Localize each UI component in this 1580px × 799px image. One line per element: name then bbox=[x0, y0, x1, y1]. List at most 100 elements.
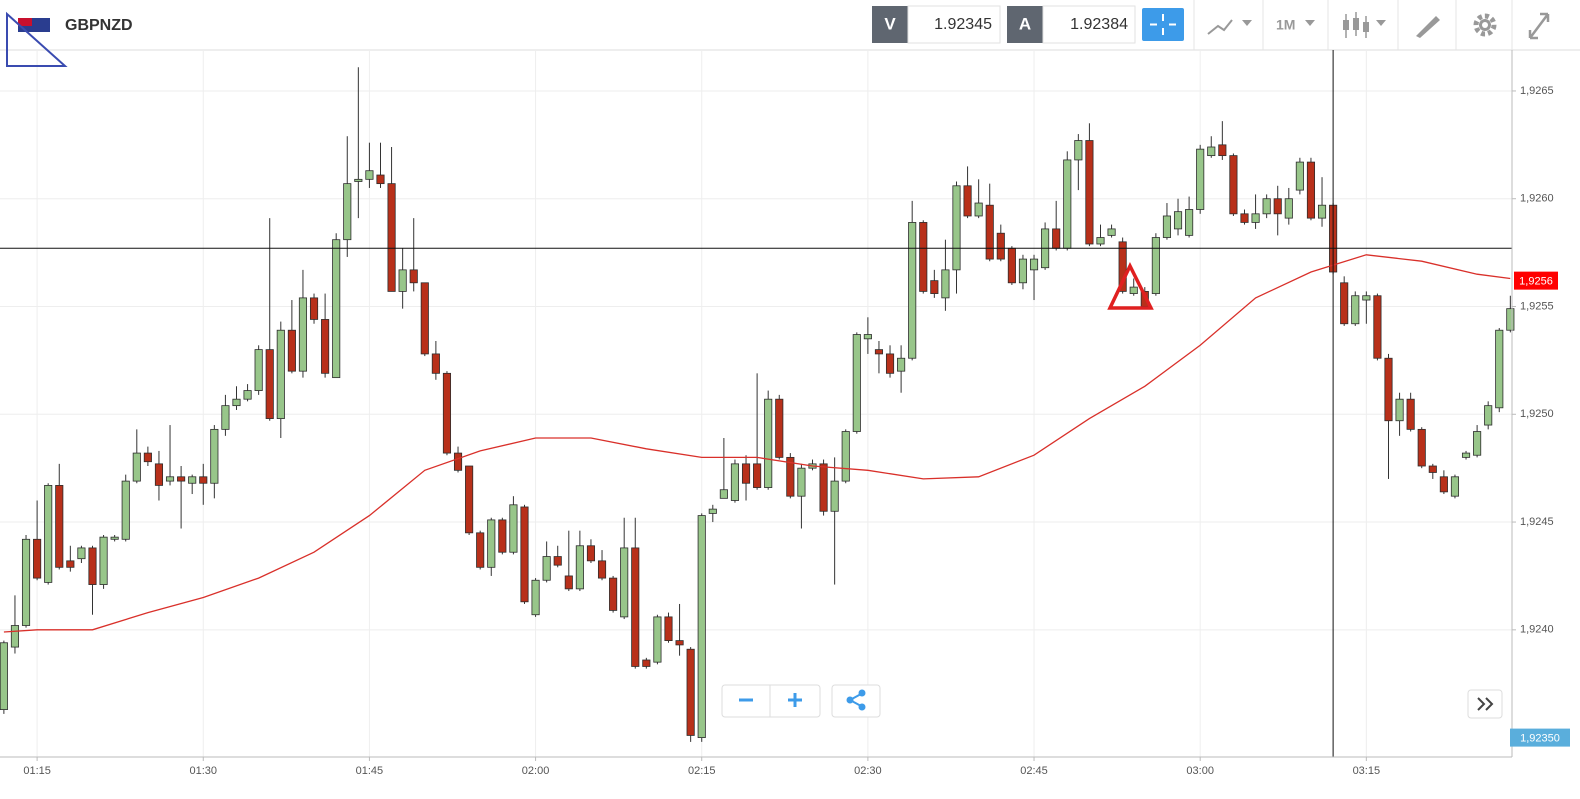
candle-body bbox=[1074, 140, 1083, 161]
ask-price: 1.92384 bbox=[1070, 16, 1128, 33]
candle-body bbox=[963, 185, 972, 217]
candle-body bbox=[952, 185, 961, 271]
candle-body bbox=[1461, 452, 1471, 458]
candle-body bbox=[1052, 228, 1061, 249]
dropdown-arrow bbox=[1305, 20, 1315, 26]
candle-body bbox=[1107, 228, 1116, 236]
candle-body bbox=[996, 232, 1005, 260]
candle-body bbox=[132, 452, 141, 482]
candle-body bbox=[1439, 476, 1448, 493]
candle-body bbox=[10, 625, 20, 648]
candle-body bbox=[376, 174, 385, 185]
share-button[interactable] bbox=[831, 684, 881, 718]
candle-body bbox=[1428, 465, 1437, 473]
moving-average bbox=[3, 254, 1511, 633]
candle-body bbox=[830, 480, 839, 512]
bid-price: 1.92345 bbox=[934, 16, 992, 33]
candle-body bbox=[1273, 198, 1282, 215]
crosshair-button[interactable] bbox=[1142, 8, 1184, 41]
candle-body bbox=[1018, 258, 1028, 284]
candle-body bbox=[276, 329, 285, 419]
candle-body bbox=[55, 485, 64, 568]
candle-body bbox=[786, 456, 795, 497]
draw-icon[interactable] bbox=[1416, 16, 1440, 38]
candle-body bbox=[564, 575, 573, 590]
candle-body bbox=[398, 269, 407, 292]
candle-body bbox=[553, 556, 562, 566]
candle-body bbox=[1029, 258, 1039, 271]
candle-body bbox=[697, 515, 706, 739]
settings-icon[interactable] bbox=[1473, 13, 1497, 37]
candle-body bbox=[33, 538, 42, 579]
candle-body bbox=[110, 536, 119, 540]
candle-body bbox=[354, 178, 363, 182]
last-value-label: 1,9256 bbox=[1519, 276, 1553, 288]
candle-body bbox=[653, 616, 662, 663]
x-tick-label: 02:30 bbox=[854, 765, 882, 777]
candle-body bbox=[819, 463, 828, 512]
candle-body bbox=[1406, 398, 1415, 430]
ask-button[interactable] bbox=[1007, 6, 1043, 43]
candle-body bbox=[243, 390, 252, 400]
candle-body bbox=[1085, 140, 1094, 245]
candle-body bbox=[221, 405, 230, 430]
candle-body bbox=[930, 280, 939, 294]
bid-box bbox=[907, 5, 1001, 44]
bid-button[interactable] bbox=[872, 6, 908, 43]
candle-body bbox=[343, 183, 352, 241]
zoom-controls bbox=[721, 684, 821, 718]
candle-body bbox=[841, 431, 850, 482]
settings-icon bbox=[1482, 22, 1488, 28]
candle-body bbox=[1373, 295, 1382, 359]
candle-body bbox=[675, 640, 684, 646]
candle-body bbox=[1251, 213, 1260, 223]
candle-body bbox=[764, 398, 773, 488]
chart-type-icon bbox=[1343, 18, 1369, 32]
ask-box bbox=[1042, 5, 1136, 44]
candle-body bbox=[1196, 148, 1205, 210]
candle-body bbox=[620, 547, 629, 618]
timeframe[interactable]: 1M bbox=[1276, 17, 1295, 33]
candle-body bbox=[66, 560, 75, 568]
drawn-triangle bbox=[1107, 262, 1154, 310]
candle-body bbox=[509, 504, 518, 553]
candle-body bbox=[1306, 161, 1316, 219]
candle-body bbox=[232, 398, 241, 407]
candle-body bbox=[852, 334, 861, 432]
candle-body bbox=[465, 465, 474, 534]
candle-body bbox=[686, 648, 695, 736]
candle-body bbox=[1295, 161, 1304, 191]
y-tick-label: 1,9240 bbox=[1520, 624, 1554, 636]
share-icon bbox=[858, 689, 866, 697]
y-tick-label: 1,9250 bbox=[1520, 408, 1554, 420]
candle-body bbox=[863, 334, 872, 340]
candle-body bbox=[730, 463, 740, 501]
ask-label: A bbox=[1019, 14, 1031, 33]
bid-label: V bbox=[884, 14, 896, 33]
candle-body bbox=[1185, 209, 1194, 236]
candle-body bbox=[1395, 398, 1404, 422]
candle-body bbox=[1151, 237, 1160, 294]
candle-body bbox=[597, 560, 607, 579]
candle-body bbox=[885, 353, 895, 374]
candle-body bbox=[1506, 308, 1515, 331]
share-icon bbox=[858, 703, 866, 711]
candle-body bbox=[664, 616, 673, 642]
x-tick-label: 01:15 bbox=[23, 765, 51, 777]
y-tick-label: 1,9255 bbox=[1520, 300, 1554, 312]
candle-body bbox=[1173, 211, 1183, 230]
candle-body bbox=[420, 282, 429, 355]
zoom-in-button[interactable] bbox=[788, 693, 802, 707]
candle-body bbox=[874, 349, 884, 355]
candle-body bbox=[287, 329, 296, 372]
fullscreen-icon[interactable] bbox=[1528, 12, 1550, 40]
scroll-end-icon bbox=[1477, 697, 1494, 711]
indicator-icon[interactable] bbox=[1207, 19, 1233, 35]
candle-body bbox=[1207, 146, 1216, 157]
toolbar bbox=[0, 0, 1580, 50]
candle-body bbox=[1362, 295, 1371, 301]
candle-body bbox=[476, 532, 485, 568]
candle-body bbox=[1162, 215, 1172, 238]
